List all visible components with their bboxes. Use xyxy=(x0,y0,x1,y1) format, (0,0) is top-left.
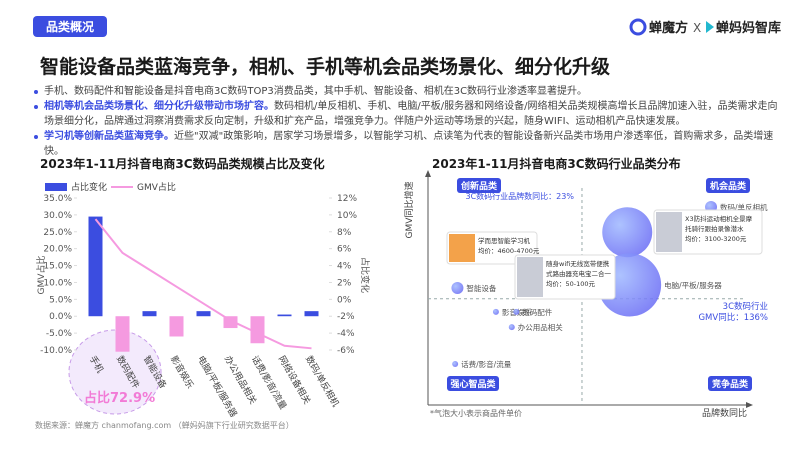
legend-swatch xyxy=(45,183,67,191)
reference-label: GMV同比：136% xyxy=(698,312,768,323)
arrow xyxy=(746,402,753,408)
y-tick-label: 35.0% xyxy=(43,194,72,204)
section-tag: 品类概况 xyxy=(46,19,94,34)
y2-tick-label: 0% xyxy=(337,295,352,305)
bullet-text: 数码相机/单反相机、手机、电脑/平板/服务器和网络设备/网络相关品类规模高增长且… xyxy=(44,101,778,127)
y2-tick-label: 12% xyxy=(337,194,357,204)
bubble xyxy=(513,308,520,315)
reference-label: 3C数码行业品牌数同比：23% xyxy=(466,191,575,201)
bubble-label: 数码配件 xyxy=(522,307,552,317)
bubble-label: 话费/影音/流量 xyxy=(461,359,512,369)
chart-title: 2023年1-11月抖音电商3C数码品类规模占比及变化 xyxy=(40,156,325,171)
footer-source: 数据来源：蝉魔方 chanmofang.com （蝉妈妈旗下行业研究数据平台） xyxy=(35,420,294,430)
x-tick-label: 影音娱乐 xyxy=(168,354,196,391)
y-axis-title: GMV同比增速 xyxy=(403,182,415,239)
bar xyxy=(142,311,157,317)
callout-price: 均价：4600-4700元 xyxy=(478,246,540,255)
y-tick-label: 30.0% xyxy=(43,211,72,221)
y2-tick-label: 4% xyxy=(337,262,352,272)
y-tick-label: -5.0% xyxy=(46,329,73,339)
product-image xyxy=(656,212,682,252)
callout-price: 均价：3100-3200元 xyxy=(685,234,747,243)
y2-tick-label: 6% xyxy=(337,245,352,255)
bullet: 手机、数码配件和智能设备是抖音电商3C数码TOP3消费品类，其中手机、智能设备、… xyxy=(32,84,787,99)
quadrant-box xyxy=(447,376,499,391)
callout-text: 学而思智能学习机 xyxy=(478,236,531,245)
y-tick-label: -10.0% xyxy=(40,346,72,356)
y-tick-label: 20.0% xyxy=(43,245,72,255)
bar xyxy=(277,314,292,317)
legend-label: GMV占比 xyxy=(137,181,176,193)
product-image xyxy=(517,257,543,297)
quadrant-box xyxy=(706,178,750,193)
bar xyxy=(115,316,130,352)
callout-text: 托骑行跟拍录像潜水 xyxy=(685,224,744,233)
arrow xyxy=(425,170,431,177)
brand-left: 蝉魔方 xyxy=(649,20,688,36)
quadrant-box xyxy=(457,178,501,193)
callout-price: 均价：50-100元 xyxy=(546,279,596,288)
slide-title: 智能设备品类蓝海竞争，相机、手机等机会品类场景化、细分化升级 xyxy=(40,55,610,78)
bubble xyxy=(452,361,459,368)
callout-text: 式路由器充电宝二合一 xyxy=(546,269,612,278)
bar xyxy=(169,316,184,337)
bubble-label: 办公用品相关 xyxy=(518,322,563,332)
quadrant-label: 机会品类 xyxy=(710,180,747,192)
y2-tick-label: 10% xyxy=(337,211,357,221)
y2-tick-label: -6% xyxy=(337,346,355,356)
brand-separator: X xyxy=(693,21,701,35)
bubble xyxy=(451,282,464,294)
bullet-text: 手机、数码配件和智能设备是抖音电商3C数码TOP3消费品类，其中手机、智能设备、… xyxy=(44,86,588,97)
y-tick-label: 5.0% xyxy=(49,295,72,305)
logo-icon xyxy=(629,18,647,36)
bubble xyxy=(602,207,653,258)
bar xyxy=(223,316,238,329)
line xyxy=(94,218,312,350)
quadrant-label: 竞争品类 xyxy=(711,378,749,390)
bar xyxy=(88,216,103,317)
x-axis-title: 品牌数同比 xyxy=(702,407,747,419)
y-tick-label: 15.0% xyxy=(43,262,72,272)
product-image xyxy=(449,234,475,262)
bullet-list: 手机、数码配件和智能设备是抖音电商3C数码TOP3消费品类，其中手机、智能设备、… xyxy=(32,84,787,159)
bubble xyxy=(492,308,499,315)
chart-note: *气泡大小表示商品件单价 xyxy=(430,408,522,418)
bullet-text: 近些"双减"政策影响，居家学习场景增多，以智能学习机、点读笔为代表的智能设备新兴… xyxy=(44,131,774,157)
bar xyxy=(250,316,265,344)
logo-icon xyxy=(706,21,714,33)
bullet: 相机等机会品类场景化、细分化升级带动市场扩容。数码相机/单反相机、手机、电脑/平… xyxy=(32,99,787,129)
bullet-lead: 相机等机会品类场景化、细分化升级带动市场扩容。 xyxy=(44,101,274,112)
bar xyxy=(304,311,319,317)
bubble-label: 智能设备 xyxy=(466,283,496,293)
tag-box xyxy=(33,16,107,37)
bullet: 学习机等创新品类蓝海竞争。近些"双减"政策影响，居家学习场景增多，以智能学习机、… xyxy=(32,129,787,159)
callout-text: 随身wifi无线宽带便携 xyxy=(546,259,610,268)
reference-label: 3C数码行业 xyxy=(723,301,768,312)
y-tick-label: 0.0% xyxy=(49,312,72,322)
y2-tick-label: -2% xyxy=(337,312,355,322)
y2-tick-label: 2% xyxy=(337,278,352,288)
chart-title: 2023年1-11月抖音电商3C数码行业品类分布 xyxy=(432,156,681,171)
quadrant-label: 强心智品类 xyxy=(450,378,496,390)
quadrant-label: 创新品类 xyxy=(460,180,498,192)
y-tick-label: 10.0% xyxy=(43,278,72,288)
callout-text: X3防抖运动相机全景摩 xyxy=(685,214,753,223)
bullet-lead: 学习机等创新品类蓝海竞争。 xyxy=(44,131,174,142)
highlight-circle xyxy=(68,329,162,415)
quadrant-box xyxy=(708,376,752,391)
y-tick-label: 25.0% xyxy=(43,228,72,238)
y2-axis-title: 占比变化 xyxy=(359,257,371,293)
annotation: 占比72.9% xyxy=(84,390,155,406)
legend-label: 占比变化 xyxy=(71,181,107,193)
y2-tick-label: -4% xyxy=(337,329,355,339)
brand-right: 蝉妈妈智库 xyxy=(716,20,781,36)
y2-tick-label: 8% xyxy=(337,228,352,238)
bubble-label: 电脑/平板/服务器 xyxy=(664,280,722,290)
bubble xyxy=(508,324,515,331)
bar xyxy=(196,311,211,317)
bubble-label: 数码/单反相机 xyxy=(720,202,768,212)
y-axis-title: GMV占比 xyxy=(35,256,47,295)
